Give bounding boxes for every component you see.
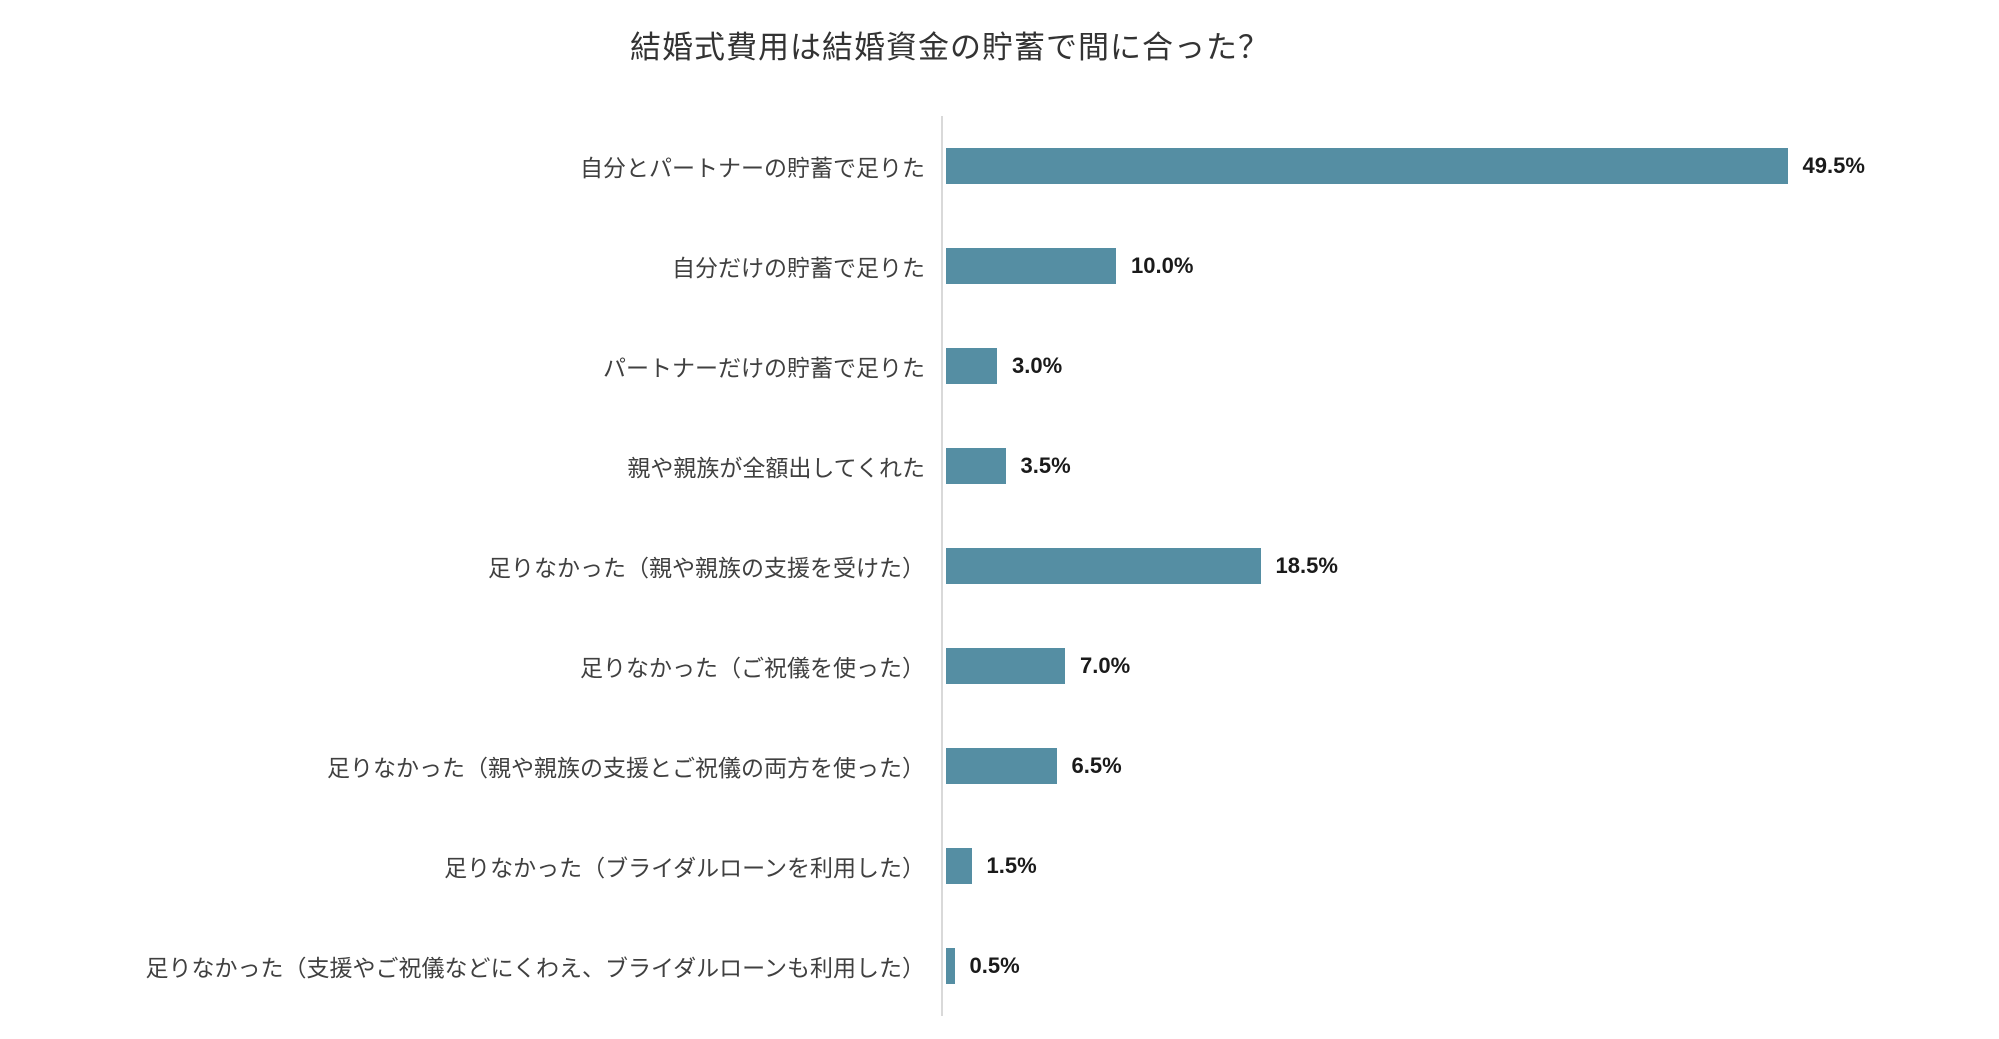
bar-chart: 自分とパートナーの貯蓄で足りた 49.5% 自分だけの貯蓄で足りた 10.0% パートナ… bbox=[0, 116, 1996, 1016]
plot-cell: 18.5% bbox=[941, 516, 1996, 616]
bar bbox=[946, 148, 1788, 184]
category-label: 自分とパートナーの貯蓄で足りた bbox=[580, 155, 925, 181]
bar bbox=[946, 848, 972, 884]
bar bbox=[946, 448, 1006, 484]
chart-row: 自分だけの貯蓄で足りた 10.0% bbox=[0, 216, 1996, 316]
bar bbox=[946, 948, 955, 984]
plot-cell: 3.0% bbox=[941, 316, 1996, 416]
category-label: パートナーだけの貯蓄で足りた bbox=[603, 355, 925, 381]
value-label: 10.0% bbox=[1131, 253, 1194, 278]
category-label: 親や親族が全額出してくれた bbox=[627, 455, 925, 481]
chart-row: 足りなかった（支援やご祝儀などにくわえ、ブライダルローンも利用した） 0.5% bbox=[0, 916, 1996, 1016]
category-label: 足りなかった（ご祝儀を使った） bbox=[580, 655, 925, 681]
chart-row: 親や親族が全額出してくれた 3.5% bbox=[0, 416, 1996, 516]
value-label: 3.5% bbox=[1020, 453, 1071, 478]
plot-cell: 0.5% bbox=[941, 916, 1996, 1016]
bar bbox=[946, 648, 1065, 684]
category-label: 足りなかった（支援やご祝儀などにくわえ、ブライダルローンも利用した） bbox=[145, 955, 925, 981]
chart-row: 足りなかった（ご祝儀を使った） 7.0% bbox=[0, 616, 1996, 716]
value-label: 0.5% bbox=[969, 953, 1020, 978]
bar bbox=[946, 248, 1116, 284]
category-label: 足りなかった（親や親族の支援とご祝儀の両方を使った） bbox=[327, 755, 925, 781]
bar bbox=[946, 548, 1261, 584]
bar bbox=[946, 348, 997, 384]
chart-row: 自分とパートナーの貯蓄で足りた 49.5% bbox=[0, 116, 1996, 216]
value-label: 3.0% bbox=[1012, 353, 1063, 378]
category-label: 自分だけの貯蓄で足りた bbox=[672, 255, 925, 281]
value-label: 49.5% bbox=[1802, 153, 1865, 178]
chart-row: 足りなかった（ブライダルローンを利用した） 1.5% bbox=[0, 816, 1996, 916]
plot-cell: 3.5% bbox=[941, 416, 1996, 516]
plot-cell: 10.0% bbox=[941, 216, 1996, 316]
chart-row: パートナーだけの貯蓄で足りた 3.0% bbox=[0, 316, 1996, 416]
plot-cell: 7.0% bbox=[941, 616, 1996, 716]
chart-title: 結婚式費用は結婚資金の貯蓄で間に合った？ bbox=[630, 30, 1270, 65]
plot-cell: 1.5% bbox=[941, 816, 1996, 916]
value-label: 1.5% bbox=[986, 853, 1037, 878]
category-label: 足りなかった（ブライダルローンを利用した） bbox=[444, 855, 925, 881]
value-label: 18.5% bbox=[1275, 553, 1338, 578]
value-label: 6.5% bbox=[1071, 753, 1122, 778]
category-label: 足りなかった（親や親族の支援を受けた） bbox=[488, 555, 925, 581]
chart-row: 足りなかった（親や親族の支援を受けた） 18.5% bbox=[0, 516, 1996, 616]
plot-cell: 49.5% bbox=[941, 116, 1996, 216]
value-label: 7.0% bbox=[1080, 653, 1131, 678]
chart-row: 足りなかった（親や親族の支援とご祝儀の両方を使った） 6.5% bbox=[0, 716, 1996, 816]
bar bbox=[946, 748, 1057, 784]
plot-cell: 6.5% bbox=[941, 716, 1996, 816]
